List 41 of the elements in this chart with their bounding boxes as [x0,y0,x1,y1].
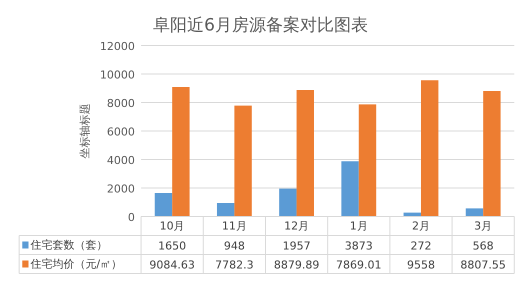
data-label: 9084.63 [149,258,195,272]
y-tick-label: 6000 [106,126,135,138]
bar [216,202,234,216]
data-label: 1957 [282,240,311,252]
bar [341,161,359,216]
bar [466,208,484,216]
data-label: 568 [472,240,494,252]
bar [296,90,314,216]
x-tick-label: 12月 [284,220,310,232]
x-tick-label: 10月 [160,220,185,232]
y-tick-label: 8000 [106,97,135,110]
data-label: 7869.01 [336,258,382,272]
x-tick-label: 1月 [350,220,368,232]
data-label: 3873 [344,240,373,252]
bar [279,188,297,216]
bar [420,80,438,216]
data-label: 7782.3 [215,258,254,272]
y-axis-title: 坐标轴标题 [78,104,92,158]
x-tick-label: 3月 [474,220,492,232]
y-tick-label: 2000 [106,182,135,196]
y-tick-label: 4000 [106,154,135,167]
legend-label: 住宅套数（套） [30,238,108,252]
data-label: 9558 [406,258,435,272]
x-tick-label: 2月 [412,220,430,232]
data-label: 948 [224,240,245,252]
data-label: 8807.55 [460,258,506,272]
bar [154,192,172,216]
bar [483,90,501,216]
bar [234,106,252,216]
y-tick-label: 10000 [100,68,135,82]
bar [358,104,376,216]
legend-label: 住宅均价（元/㎡） [30,258,122,270]
bar [404,212,421,216]
y-tick-label: 0 [128,211,135,224]
bar [172,87,190,216]
y-tick-label: 12000 [100,40,135,53]
data-label: 8879.89 [274,258,320,272]
data-label: 272 [410,240,432,252]
x-tick-label: 11月 [222,220,247,232]
data-label: 1650 [158,240,186,252]
chart-title: 阜阳近6月房源备案对比图表 [153,16,368,36]
